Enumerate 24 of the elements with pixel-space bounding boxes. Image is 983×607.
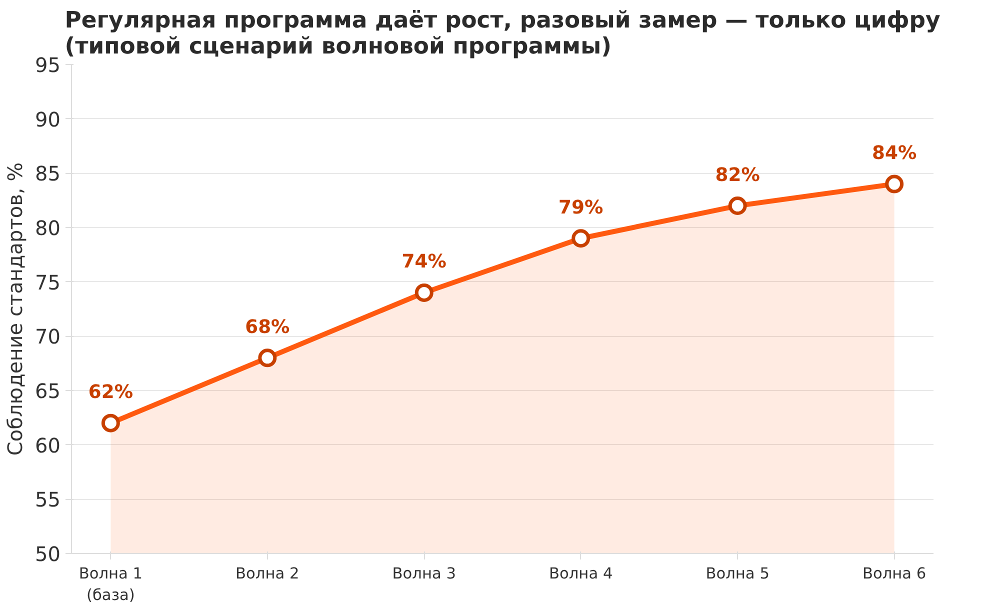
data-label: 62% [88,382,134,404]
x-tick-label: Волна 4 [549,564,613,582]
y-tick-label: 70 [35,324,61,349]
y-axis-title: Соблюдение стандартов, % [3,162,28,456]
x-tick-label: Волна 1 (база) [78,564,143,604]
y-tick-label: 55 [35,488,61,512]
x-tick-label: Волна 2 [236,564,300,582]
y-tick-label: 65 [35,379,61,403]
x-tick-label: Волна 3 [392,564,456,582]
y-tick-label: 75 [35,270,61,294]
y-tick-label: 80 [35,216,61,240]
y-tick-label: 90 [35,107,61,132]
data-label: 79% [558,197,604,218]
y-tick-label: 60 [35,433,61,458]
y-tick-label: 95 [35,53,61,77]
y-tick-label: 85 [35,162,61,186]
data-label: 74% [402,252,447,273]
data-label: 68% [245,316,290,338]
y-tick-label: 50 [35,542,61,566]
data-label: 84% [872,143,917,164]
data-label: 82% [715,164,760,186]
chart-title: Регулярная программа даёт рост, разовый замер — только цифру (типовой сценарий волновой программы) [64,8,940,60]
x-tick-label: Волна 6 [862,564,926,582]
x-tick-label: Волна 5 [706,564,770,582]
